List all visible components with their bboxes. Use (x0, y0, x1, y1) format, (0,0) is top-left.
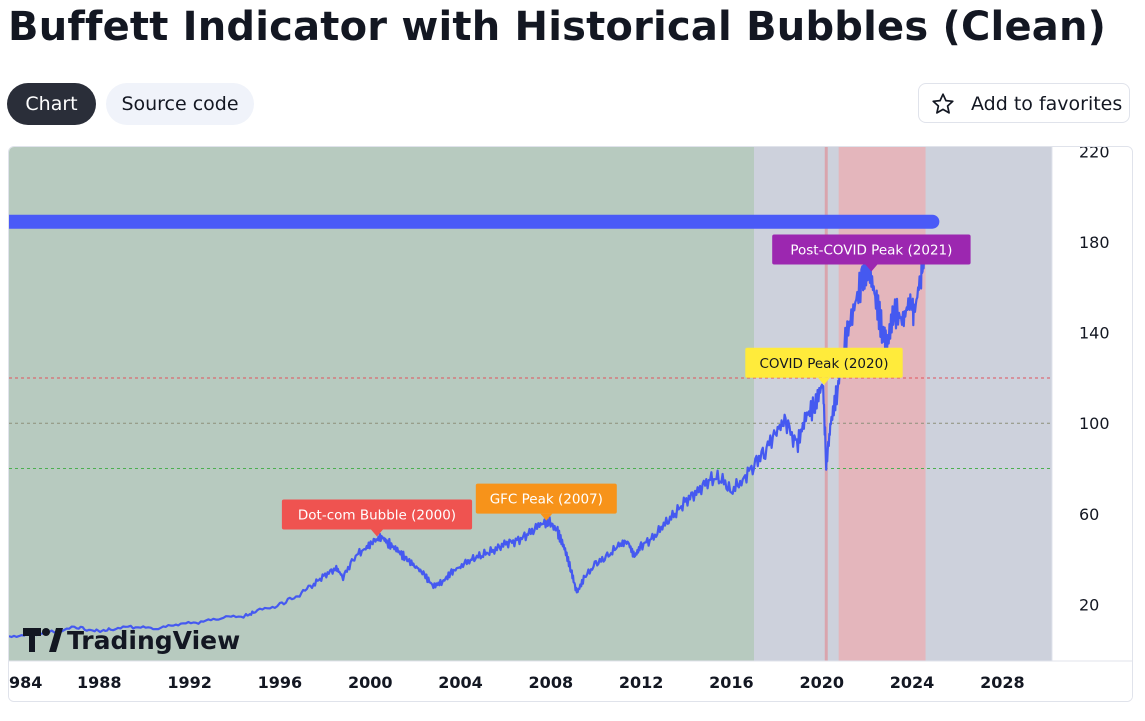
chart-svg[interactable]: Dot-com Bubble (2000) GFC Peak (2007) COVI… (9, 147, 1132, 701)
tab-source-code[interactable]: Source code (106, 83, 254, 125)
annotation-pointer-0 (370, 529, 383, 537)
time-axis-panel[interactable] (9, 661, 1132, 701)
annotation-box-2 (745, 347, 903, 378)
x-tick-2028: 2028 (980, 673, 1025, 692)
x-tick-2008: 2008 (529, 673, 574, 692)
annotation-pointer-3 (865, 264, 878, 272)
add-to-favorites-button[interactable]: Add to favorites (918, 83, 1130, 123)
annotation-pointer-2 (817, 377, 830, 385)
page-title: Buffett Indicator with Historical Bubble… (8, 4, 1107, 50)
annotation-label-1: GFC Peak (2007) (490, 492, 603, 508)
add-to-favorites-label: Add to favorites (971, 93, 1123, 115)
x-tick-2004: 2004 (438, 673, 483, 692)
x-tick-2012: 2012 (619, 673, 664, 692)
y-tick-20: 20 (1079, 595, 1099, 614)
annotation-label-0: Dot-com Bubble (2000) (298, 507, 456, 523)
x-tick-2024: 2024 (890, 673, 935, 692)
tradingview-logo: TradingView (23, 626, 240, 655)
annotation-label-3: Post-COVID Peak (2021) (790, 243, 952, 259)
y-tick-60: 60 (1079, 505, 1099, 524)
x-tick-2016: 2016 (709, 673, 754, 692)
annotation-0: Dot-com Bubble (2000) (281, 499, 473, 537)
price-axis-panel[interactable] (1052, 147, 1132, 701)
annotation-3: Post-COVID Peak (2021) (772, 234, 971, 272)
x-tick-984: 984 (9, 673, 42, 692)
chart-container[interactable]: Dot-com Bubble (2000) GFC Peak (2007) COVI… (8, 146, 1133, 702)
tradingview-logo-slash (49, 628, 63, 652)
annotation-2: COVID Peak (2020) (745, 347, 903, 385)
y-tick-220: 220 (1079, 147, 1110, 162)
annotation-box-0 (281, 499, 473, 530)
annotation-label-2: COVID Peak (2020) (760, 356, 889, 372)
tradingview-logo-text: TradingView (67, 626, 240, 655)
x-tick-2000: 2000 (348, 673, 393, 692)
annotation-pointer-1 (540, 513, 553, 521)
y-tick-140: 140 (1079, 324, 1110, 343)
tradingview-logo-icon (23, 628, 41, 652)
annotations: Dot-com Bubble (2000) GFC Peak (2007) COVI… (281, 234, 971, 537)
background-zone-0 (9, 147, 754, 661)
y-axis-ticks: 220 180 140 100 60 20 (1079, 147, 1110, 614)
series-group (9, 247, 927, 639)
y-tick-100: 100 (1079, 414, 1110, 433)
star-icon (932, 93, 954, 114)
x-tick-1996: 1996 (258, 673, 303, 692)
annotation-1: GFC Peak (2007) (475, 483, 617, 521)
y-tick-180: 180 (1079, 233, 1110, 252)
series-line-0 (9, 247, 927, 639)
tradingview-logo-dot (42, 628, 50, 636)
x-axis-ticks: 984 1988 1992 1996 2000 2004 2008 2012 2016 2020 2… (9, 673, 1025, 692)
x-tick-2020: 2020 (799, 673, 844, 692)
annotation-box-1 (475, 483, 617, 514)
x-tick-1988: 1988 (77, 673, 122, 692)
tab-chart[interactable]: Chart (7, 83, 96, 125)
background-zones (9, 147, 1052, 661)
annotation-box-3 (772, 234, 971, 265)
background-zone-2 (838, 147, 926, 661)
x-tick-1992: 1992 (167, 673, 212, 692)
